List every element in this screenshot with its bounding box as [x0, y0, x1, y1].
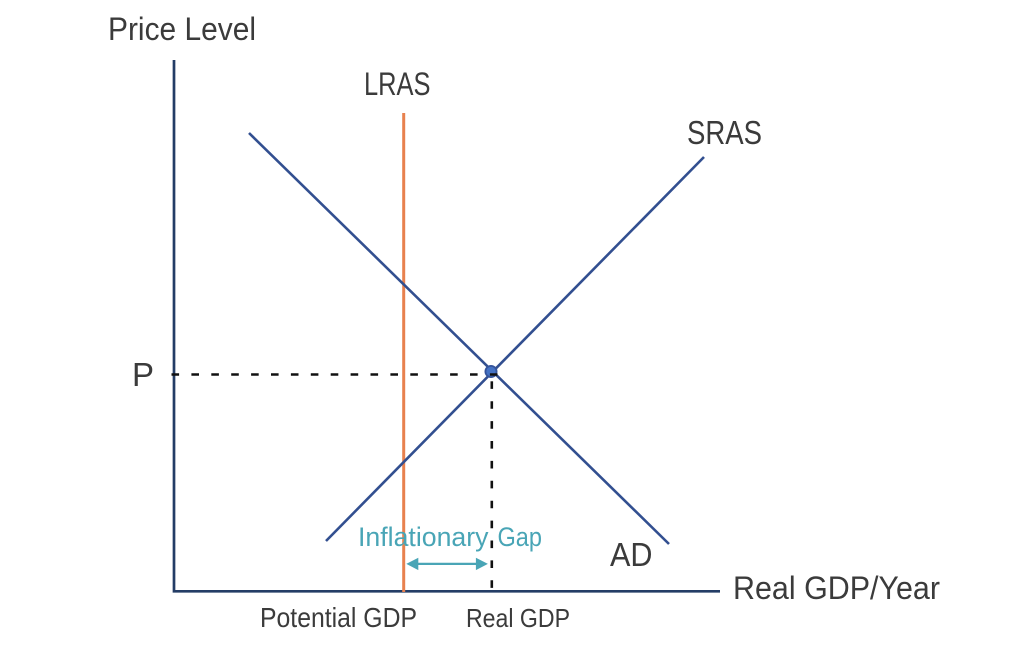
svg-text:Inflationary: Inflationary: [358, 522, 489, 552]
svg-text:Gap: Gap: [498, 522, 543, 552]
svg-text:LRAS: LRAS: [364, 66, 431, 102]
svg-text:Real GDP/Year: Real GDP/Year: [733, 570, 940, 606]
svg-text:P: P: [132, 356, 154, 393]
svg-text:Price Level: Price Level: [108, 11, 256, 47]
svg-text:Real GDP: Real GDP: [466, 603, 570, 633]
svg-text:SRAS: SRAS: [687, 114, 762, 151]
svg-text:AD: AD: [610, 536, 653, 573]
svg-text:Potential GDP: Potential GDP: [260, 602, 417, 633]
